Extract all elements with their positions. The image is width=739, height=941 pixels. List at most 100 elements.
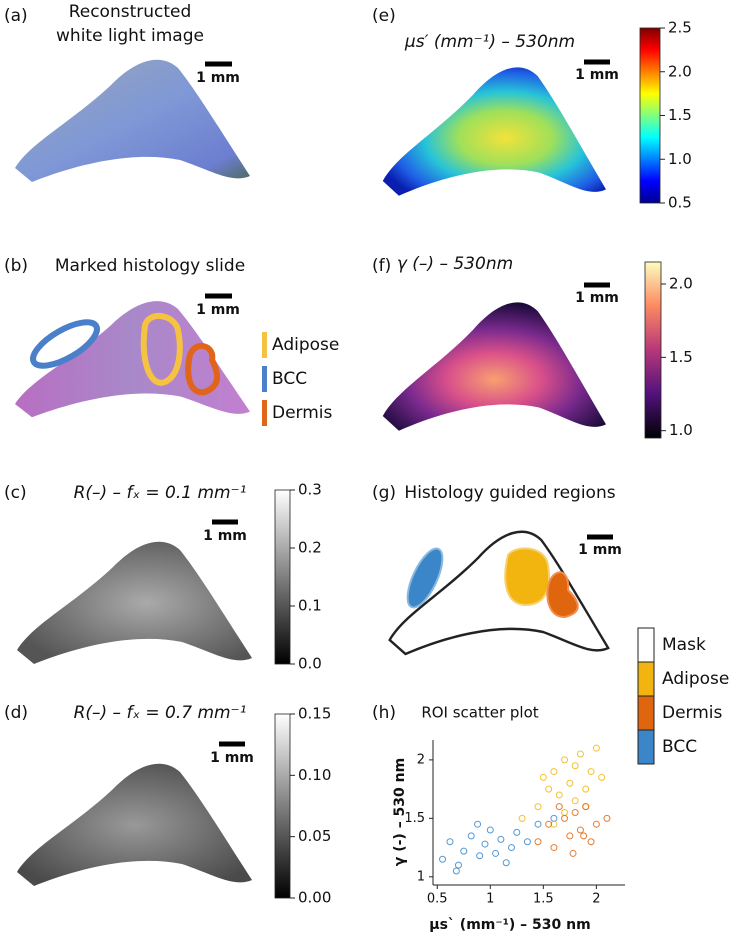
- panel-label: (a): [4, 6, 28, 26]
- scatter-point: [534, 838, 542, 846]
- scatter-point: [550, 814, 558, 822]
- colorbar-tick-label: 1.5: [668, 106, 692, 124]
- panel-title: white light image: [56, 26, 204, 46]
- y-tick-label: 1: [417, 869, 425, 884]
- scatter-point: [550, 844, 558, 852]
- scatter-point: [566, 779, 574, 787]
- colorbar-tick-label: 0.2: [298, 539, 322, 557]
- legend-swatch: [637, 695, 655, 731]
- colorbar-tick-label: 0.0: [298, 655, 322, 673]
- scatter-point: [603, 814, 611, 822]
- colorbar: [639, 27, 661, 204]
- colorbar-tick-label: 0.05: [298, 827, 331, 845]
- scatter-point: [523, 838, 531, 846]
- scatter-point: [561, 809, 569, 816]
- scale-bar-label: 1 mm: [578, 542, 622, 558]
- x-tick-label: 1: [486, 892, 494, 907]
- panel-label: (h): [372, 703, 396, 723]
- panel-title: Reconstructed: [69, 2, 192, 22]
- bcc-outline: [30, 319, 100, 369]
- scatter-point: [545, 785, 553, 793]
- scatter-point: [561, 814, 569, 822]
- scatter-point: [580, 832, 588, 840]
- x-tick-label: 2: [592, 892, 600, 907]
- scatter-point: [582, 803, 590, 811]
- colorbar-tick-label: 1.0: [669, 421, 693, 439]
- legend-label: Dermis: [662, 703, 723, 723]
- panel-title: Histology guided regions: [404, 483, 615, 503]
- scale-bar-label: 1 mm: [210, 750, 254, 766]
- legend-swatch: [637, 729, 655, 765]
- scatter-point: [555, 803, 563, 811]
- panel-title: μs′ (mm⁻¹) – 530nm: [404, 32, 575, 52]
- panel-title: Marked histology slide: [55, 256, 245, 276]
- scale-bar-label: 1 mm: [196, 302, 240, 318]
- panel-label: (e): [372, 6, 396, 26]
- panel-label: (d): [4, 703, 28, 723]
- dermis-region: [546, 571, 579, 619]
- bcc-region: [406, 547, 444, 609]
- scatter-point: [476, 852, 484, 860]
- y-tick-label: 2: [417, 752, 425, 767]
- panel-label: (f): [372, 256, 391, 276]
- tissue-image: [17, 763, 252, 886]
- colorbar-tick-label: 2.0: [668, 62, 692, 80]
- scatter-point: [452, 867, 460, 875]
- scatter-point: [571, 762, 579, 770]
- scale-bar-label: 1 mm: [575, 67, 619, 83]
- adipose-outline: [140, 313, 183, 386]
- scale-bar-label: 1 mm: [575, 290, 619, 306]
- scatter-point: [576, 826, 584, 834]
- scatter-point: [534, 803, 542, 811]
- scatter-point: [454, 861, 462, 869]
- scatter-point: [587, 768, 595, 776]
- scatter-point: [492, 849, 500, 857]
- scatter-point: [502, 859, 510, 867]
- colorbar-tick-label: 0.00: [298, 889, 331, 907]
- tissue-image: [382, 302, 606, 431]
- panel-label: (g): [372, 483, 396, 503]
- panel-title: R(–) – fₓ = 0.7 mm⁻¹: [74, 703, 247, 723]
- scatter-point: [571, 797, 579, 805]
- colorbar-tick-label: 1.0: [668, 150, 692, 168]
- scatter-point: [592, 744, 600, 752]
- colorbar-tick-label: 0.3: [298, 481, 322, 499]
- scatter-point: [598, 773, 606, 781]
- panel-title: R(–) – fₓ = 0.1 mm⁻¹: [74, 483, 247, 503]
- y-tick-label: 1.5: [404, 811, 425, 826]
- colorbar-tick-label: 2.0: [669, 275, 693, 293]
- panel-title: ROI scatter plot: [421, 704, 538, 722]
- scatter-point: [486, 826, 494, 834]
- scatter-point: [587, 838, 595, 846]
- scatter-point: [497, 835, 505, 843]
- legend-swatch: [637, 627, 655, 663]
- colorbar: [644, 261, 662, 439]
- tissue-image: [17, 541, 252, 664]
- scatter-point: [507, 844, 515, 852]
- panel-title: γ (–) – 530nm: [397, 254, 513, 274]
- legend-label: Adipose: [272, 335, 339, 355]
- colorbar: [274, 713, 291, 899]
- y-axis-label: γ (-) – 530 nm: [392, 758, 408, 866]
- scatter-point: [569, 849, 577, 857]
- x-tick-label: 1.5: [533, 892, 554, 907]
- scatter-point: [571, 809, 579, 816]
- scatter-point: [576, 750, 584, 758]
- scale-bar-label: 1 mm: [196, 70, 240, 86]
- colorbar-tick-label: 0.1: [298, 597, 322, 615]
- scatter-point: [555, 791, 563, 799]
- x-axis-label: μs` (mm⁻¹) – 530 nm: [429, 917, 590, 933]
- scatter-point: [474, 820, 482, 828]
- tissue-image: [382, 67, 606, 196]
- legend-label: Dermis: [272, 403, 333, 423]
- colorbar-tick-label: 1.5: [669, 348, 693, 366]
- scatter-point: [545, 820, 553, 828]
- scatter-point: [481, 840, 489, 848]
- scatter-point: [513, 828, 521, 836]
- colorbar-tick-label: 2.5: [668, 19, 692, 37]
- scatter-point: [592, 820, 600, 828]
- scatter-point: [566, 832, 574, 840]
- scatter-point: [534, 820, 542, 828]
- scatter-point: [561, 756, 569, 764]
